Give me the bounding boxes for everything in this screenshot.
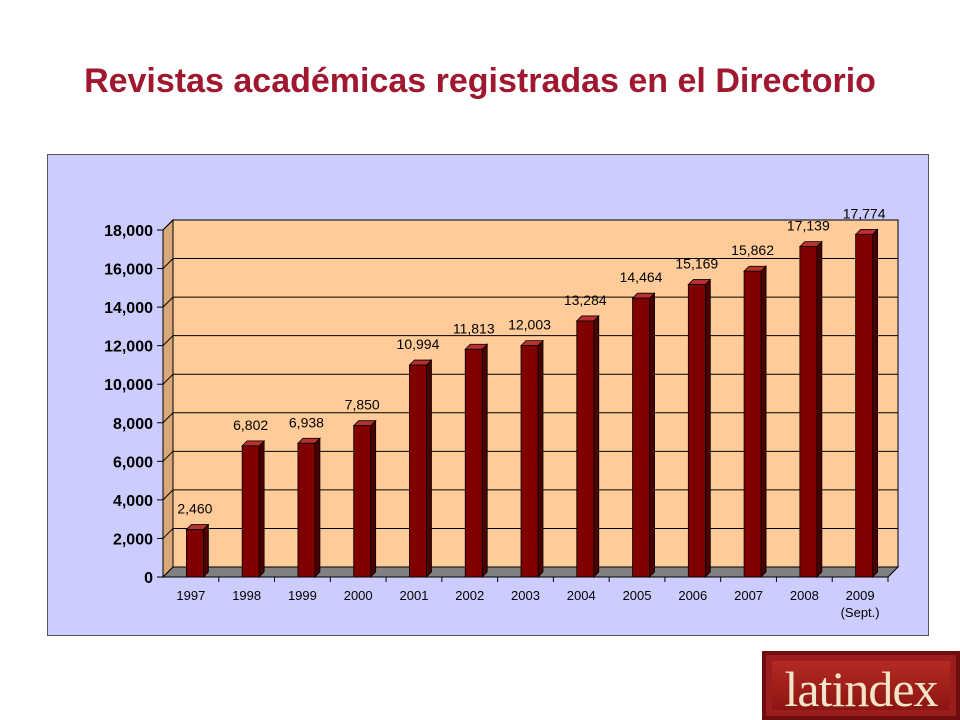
- gridline: [162, 527, 898, 539]
- bar-2000: [352, 419, 377, 578]
- x-tick-label: 2008: [790, 588, 819, 603]
- bar-side: [481, 343, 488, 578]
- bar-2006: [687, 278, 712, 578]
- bar-1999: [296, 437, 321, 578]
- x-tick-label: 2001: [400, 588, 429, 603]
- gridline: [162, 219, 898, 231]
- gridline: [162, 373, 898, 385]
- bar-front: [855, 233, 874, 578]
- y-tick-label: 4,000: [113, 493, 153, 510]
- gridline: [162, 489, 898, 501]
- bar-2002: [464, 343, 489, 578]
- x-tick-label: 2009: [846, 588, 875, 603]
- bar-side: [872, 228, 879, 578]
- y-tick-label: 6,000: [113, 454, 153, 471]
- y-tick-label: 2,000: [113, 531, 153, 548]
- bar-side: [649, 292, 655, 578]
- data-label: 14,464: [620, 269, 663, 285]
- bar-2001: [408, 359, 433, 578]
- bar-side: [258, 439, 265, 578]
- bar-front: [185, 529, 204, 578]
- bar-side: [426, 359, 432, 578]
- y-tick-label: 18,000: [104, 223, 153, 240]
- x-tick-label: 2007: [734, 588, 763, 603]
- bar-2003: [520, 339, 544, 578]
- logo-text: latindex: [784, 661, 938, 717]
- bar-front: [799, 246, 818, 578]
- latindex-logo: latindex: [762, 651, 960, 720]
- gridline: [162, 450, 898, 462]
- gridline: [162, 335, 898, 347]
- bar-2005: [631, 292, 656, 578]
- gridline: [162, 412, 898, 424]
- bar-front: [632, 297, 650, 578]
- chart-panel: 0 2,000 4,000 6,000 8,000 10,000 12,000 14,000 1…: [47, 154, 929, 636]
- slide-title: Revistas académicas registradas en el Di…: [84, 62, 876, 100]
- gridline: [162, 296, 898, 308]
- data-label: 13,284: [564, 292, 607, 308]
- bar-chart: 0 2,000 4,000 6,000 8,000 10,000 12,000 14,000 1…: [104, 205, 900, 620]
- bar-1998: [241, 439, 266, 578]
- bar-side: [202, 523, 209, 578]
- bar-2007: [743, 265, 768, 578]
- bar-side: [760, 265, 767, 578]
- y-tick-label: 8,000: [113, 416, 153, 433]
- y-tick-label: 10,000: [104, 377, 153, 394]
- bar-front: [687, 284, 706, 578]
- plot-side-wall: [162, 218, 174, 579]
- bar-side: [704, 278, 711, 578]
- bar-front: [743, 270, 762, 578]
- data-label: 11,813: [453, 320, 495, 336]
- bar-side: [593, 314, 600, 578]
- x-tick-label: 1997: [176, 588, 205, 603]
- y-tick-label: 14,000: [104, 300, 153, 317]
- data-label: 17,774: [843, 205, 886, 221]
- data-label: 6,938: [289, 414, 324, 430]
- gridline: [162, 258, 898, 269]
- bar-2008: [798, 240, 823, 578]
- y-tick-label: 0: [144, 570, 153, 587]
- data-label: 6,802: [233, 417, 268, 433]
- bar-1997: [185, 523, 210, 578]
- y-tick-label: 12,000: [104, 339, 153, 356]
- data-label: 10,994: [397, 336, 440, 352]
- data-label: 15,862: [731, 242, 774, 258]
- bar-front: [241, 445, 260, 578]
- bar-2004: [575, 314, 600, 578]
- x-tick-label: 2006: [678, 588, 707, 603]
- data-label: 2,460: [177, 501, 212, 517]
- bar-front: [297, 442, 316, 578]
- x-tick-label: 2003: [511, 588, 540, 603]
- data-label: 12,003: [508, 317, 551, 333]
- x-tick-label: 2004: [567, 588, 596, 603]
- data-label: 17,139: [787, 218, 830, 234]
- bar-side: [370, 419, 377, 578]
- x-tick-label: 2002: [455, 588, 484, 603]
- x-tick-label: 1999: [288, 588, 317, 603]
- x-tick-label: 1998: [232, 588, 261, 603]
- data-label: 15,169: [675, 256, 718, 272]
- x-tick-sublabel: (Sept.): [841, 605, 880, 620]
- bar-side: [537, 339, 544, 578]
- bar-front: [576, 320, 595, 578]
- x-tick-label: 2000: [344, 588, 373, 603]
- x-tick-label: 2005: [623, 588, 652, 603]
- bar-front: [409, 364, 427, 578]
- data-label: 7,850: [345, 397, 380, 413]
- bar-2009: [854, 228, 879, 578]
- bar-front: [464, 348, 483, 578]
- bar-front: [353, 425, 372, 578]
- bar-front: [520, 345, 539, 578]
- y-tick-label: 16,000: [104, 262, 153, 279]
- bar-side: [314, 437, 321, 578]
- bar-side: [816, 240, 823, 578]
